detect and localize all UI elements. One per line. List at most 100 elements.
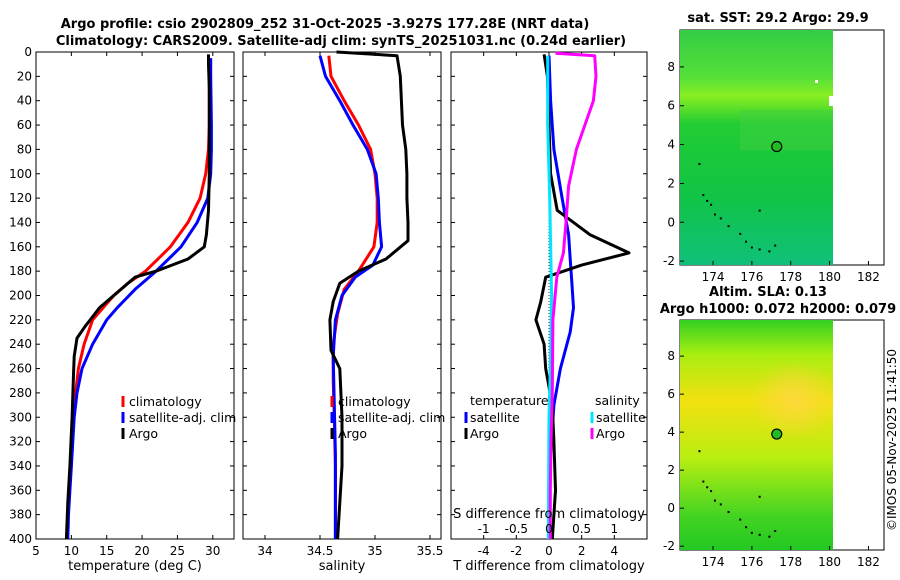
island-dot xyxy=(713,213,716,216)
sst-map-title: sat. SST: 29.2 Argo: 29.9 xyxy=(687,11,868,26)
series-line-s-satellite xyxy=(546,55,554,540)
x-tick-label: 15 xyxy=(99,544,114,558)
island-dot xyxy=(698,163,701,166)
t-difference-xlabel: T difference from climatology xyxy=(452,559,645,574)
map-y-tick-label: 8 xyxy=(667,349,675,363)
legend-climatology-label: climatology xyxy=(129,394,202,409)
x-tick-label: 34 xyxy=(257,544,272,558)
island-dot xyxy=(750,531,753,534)
y-tick-label: 340 xyxy=(9,459,32,473)
map-y-tick-label: 0 xyxy=(667,215,675,229)
island-dot xyxy=(702,194,705,197)
difference-panel: -4 -2 0 2 4 temperature salinity satellite A… xyxy=(450,51,648,574)
y-tick-label: 220 xyxy=(9,313,32,327)
map-x-tick-label: 182 xyxy=(857,270,880,284)
island-dot xyxy=(768,535,771,538)
x-tick-label: 20 xyxy=(134,544,149,558)
map-x-tick-label: 174 xyxy=(702,270,725,284)
y-tick-label: 100 xyxy=(9,167,32,181)
y-tick-label: 380 xyxy=(9,508,32,522)
legend-climatology-label: climatology xyxy=(338,394,411,409)
island-dot xyxy=(758,495,761,498)
map-y-tick-label: 8 xyxy=(667,60,675,74)
island-dot xyxy=(758,209,761,212)
sst-missing-data xyxy=(829,96,833,106)
legend-satellite-label: satellite-adj. clim xyxy=(338,410,445,425)
map-x-tick-label: 178 xyxy=(779,270,802,284)
series-line-satellite-adj-clim xyxy=(66,58,213,540)
sst-map-panel: sat. SST: 29.2 Argo: 29.9 174 176 178 180 18… xyxy=(663,11,885,284)
series-line-s-argo xyxy=(548,51,598,539)
s-tick-label: 1 xyxy=(611,522,619,536)
s-difference-label: S difference from climatology xyxy=(453,507,645,522)
legend-argo-label: Argo xyxy=(129,426,158,441)
map-y-tick-label: 2 xyxy=(667,176,675,190)
argo-float-marker xyxy=(771,428,783,440)
x-tick-label: -2 xyxy=(510,544,522,558)
map-x-tick-label: 178 xyxy=(779,555,802,569)
y-tick-label: 200 xyxy=(9,289,32,303)
legend-s-satellite-label: satellite xyxy=(596,410,646,425)
island-dot xyxy=(758,533,761,536)
island-dot xyxy=(706,486,709,489)
island-dot xyxy=(719,217,722,220)
map-y-tick-label: 2 xyxy=(667,463,675,477)
map-x-tick-label: 174 xyxy=(702,555,725,569)
legend-temperature-header: temperature xyxy=(470,393,549,408)
island-dot xyxy=(698,450,701,453)
legend-t-argo-label: Argo xyxy=(470,426,499,441)
map-y-tick-label: -2 xyxy=(663,254,675,268)
map-x-tick-label: 176 xyxy=(740,555,763,569)
y-tick-label: 300 xyxy=(9,410,32,424)
sla-map-panel: Altim. SLA: 0.13 Argo h1000: 0.072 h2000… xyxy=(660,285,896,569)
x-tick-label: 0 xyxy=(545,544,553,558)
y-tick-label: 240 xyxy=(9,337,32,351)
series-line-satellite-adj-clim xyxy=(318,55,384,539)
island-dot xyxy=(702,480,705,483)
x-tick-label: 4 xyxy=(611,544,619,558)
island-dot xyxy=(710,490,713,493)
island-dot xyxy=(745,240,748,243)
island-dot xyxy=(727,225,730,228)
map-x-tick-label: 180 xyxy=(818,270,841,284)
y-tick-label: 320 xyxy=(9,435,32,449)
sst-patch xyxy=(740,110,833,150)
x-tick-label: 2 xyxy=(578,544,586,558)
legend-s-argo-label: Argo xyxy=(596,426,625,441)
y-tick-label: 40 xyxy=(17,94,32,108)
salinity-legend: climatology satellite-adj. clim Argo xyxy=(330,394,445,441)
difference-legend: temperature salinity satellite Argo sate… xyxy=(464,393,646,441)
y-tick-label: 140 xyxy=(9,215,32,229)
temperature-xlabel: temperature (deg C) xyxy=(68,559,202,574)
series-line-argo xyxy=(328,50,410,540)
y-tick-label: 260 xyxy=(9,362,32,376)
figure-title-line2: Climatology: CARS2009. Satellite-adj cli… xyxy=(56,34,626,49)
island-dot xyxy=(706,199,709,202)
sla-map-title-line1: Altim. SLA: 0.13 xyxy=(709,285,827,300)
island-dot xyxy=(739,232,742,235)
y-tick-label: 60 xyxy=(17,118,32,132)
y-tick-label: 20 xyxy=(17,69,32,83)
island-dot xyxy=(758,248,761,251)
legend-satellite-label: satellite-adj. clim xyxy=(129,410,236,425)
legend-argo-label: Argo xyxy=(338,426,367,441)
temperature-axes-frame xyxy=(35,51,235,540)
series-line-argo xyxy=(64,54,211,540)
x-tick-label: 30 xyxy=(205,544,220,558)
salinity-panel: 34 34.5 35 35.5 climatology satellite-adj. … xyxy=(242,50,445,574)
map-x-tick-label: 182 xyxy=(857,555,880,569)
sla-map-title-line2: Argo h1000: 0.072 h2000: 0.079 xyxy=(660,302,896,317)
island-dot xyxy=(713,499,716,502)
island-dot xyxy=(719,503,722,506)
map-x-tick-label: 176 xyxy=(740,270,763,284)
x-tick-label: -4 xyxy=(478,544,490,558)
map-y-tick-label: 4 xyxy=(667,425,675,439)
y-tick-label: 360 xyxy=(9,483,32,497)
x-tick-label: 5 xyxy=(32,544,40,558)
map-y-tick-label: 4 xyxy=(667,138,675,152)
series-line-t-satellite xyxy=(547,55,575,540)
island-dot xyxy=(745,526,748,529)
salinity-xlabel: salinity xyxy=(319,559,366,574)
map-y-tick-label: 6 xyxy=(667,99,675,113)
